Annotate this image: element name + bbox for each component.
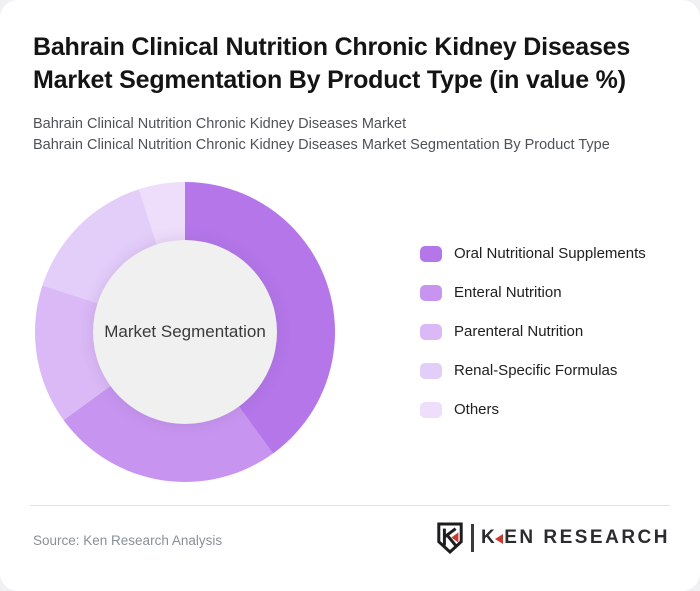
legend-label: Oral Nutritional Supplements (454, 245, 646, 262)
logo-wordmark-k: K (480, 527, 498, 548)
legend-item: Renal-Specific Formulas (420, 362, 646, 379)
footer-divider (30, 505, 670, 506)
legend-swatch (420, 284, 442, 301)
logo-divider-bar (470, 524, 474, 552)
subtitle-line-2: Bahrain Clinical Nutrition Chronic Kidne… (33, 136, 610, 153)
legend-swatch (420, 245, 442, 262)
legend-label: Renal-Specific Formulas (454, 362, 618, 379)
ken-research-shield-k-icon (437, 522, 463, 554)
donut-hole: Market Segmentation (93, 240, 277, 424)
source-text: Source: Ken Research Analysis (33, 533, 223, 548)
donut-chart: Market Segmentation (35, 182, 335, 482)
legend-item: Enteral Nutrition (420, 284, 646, 301)
donut-center-label: Market Segmentation (104, 322, 266, 341)
logo-wordmark: K EN RESEARCH (481, 527, 670, 549)
legend-item: Others (420, 401, 646, 418)
page-title: Bahrain Clinical Nutrition Chronic Kidne… (33, 33, 631, 94)
legend-label: Parenteral Nutrition (454, 323, 584, 340)
legend-item: Parenteral Nutrition (420, 323, 646, 340)
legend-label: Enteral Nutrition (454, 284, 562, 301)
legend-swatch (420, 323, 442, 340)
chart-legend: Oral Nutritional Supplements Enteral Nut… (420, 245, 646, 418)
legend-label: Others (454, 401, 500, 418)
legend-swatch (420, 362, 442, 379)
legend-item: Oral Nutritional Supplements (420, 245, 646, 262)
logo-wordmark-rest: EN RESEARCH (504, 527, 670, 548)
subtitle-line-1: Bahrain Clinical Nutrition Chronic Kidne… (33, 116, 407, 132)
logo-red-triangle-icon (495, 534, 504, 544)
ken-research-logo: K EN RESEARCH (436, 521, 670, 555)
legend-swatch (420, 401, 442, 418)
subtitle-block: Bahrain Clinical Nutrition Chronic Kidne… (33, 114, 683, 155)
